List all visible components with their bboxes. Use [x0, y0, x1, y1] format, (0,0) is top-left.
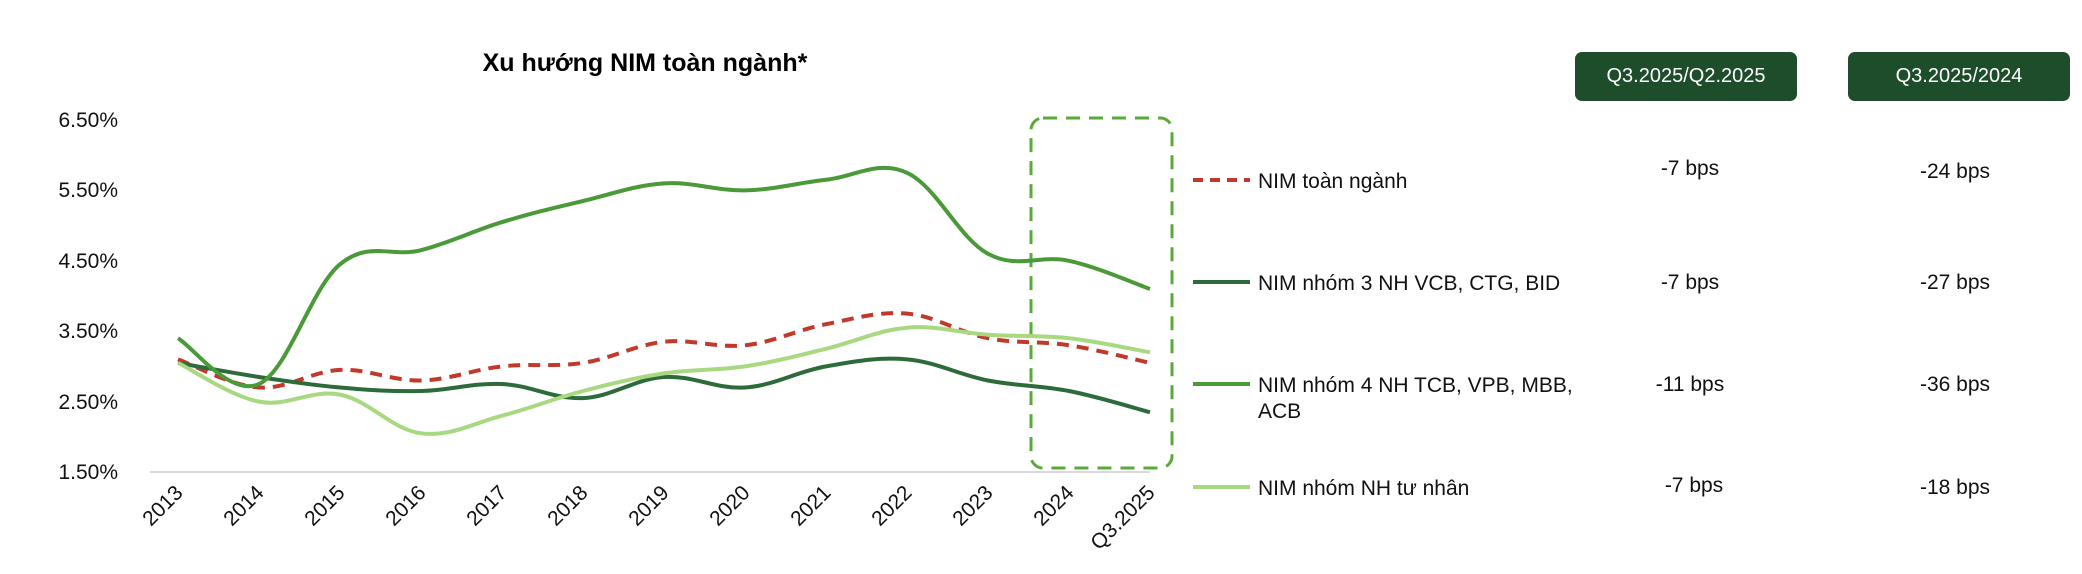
y-tick-label: 1.50% [58, 461, 118, 484]
q-change-value: -7 bps [1665, 474, 1723, 497]
y-tick-label: 3.50% [58, 320, 118, 343]
legend-label: ACB [1258, 400, 1301, 423]
y-tick-label: 5.50% [58, 179, 118, 202]
x-tick-label: 2024 [1029, 481, 1079, 531]
legend-label: NIM nhóm 3 NH VCB, CTG, BID [1258, 272, 1560, 295]
x-tick-label: 2023 [948, 481, 997, 530]
chart-title: Xu hướng NIM toàn ngành* [483, 49, 808, 77]
q-change-value: -11 bps [1656, 373, 1725, 396]
legend-label: NIM toàn ngành [1258, 170, 1407, 193]
x-tick-label: 2013 [138, 481, 187, 530]
y-change-value: -36 bps [1920, 373, 1990, 396]
x-tick-label: Q3.2025 [1086, 481, 1159, 554]
header-year-change: Q3.2025/2024 [1848, 52, 2070, 101]
y-change-value: -27 bps [1920, 271, 1990, 294]
x-tick-label: 2015 [300, 481, 349, 530]
y-tick-label: 6.50% [58, 109, 118, 132]
y-change-value: -18 bps [1920, 476, 1990, 499]
legend-label: NIM nhóm 4 NH TCB, VPB, MBB, [1258, 374, 1573, 397]
x-axis-labels: 2013 2014 2015 2016 2017 2018 2019 2020 … [138, 481, 1159, 554]
y-tick-label: 4.50% [58, 250, 118, 273]
series-line-nhom-4 [176, 165, 1151, 389]
series-line-nim-toan-nganh [177, 311, 1151, 390]
q-change-value: -7 bps [1661, 157, 1719, 180]
x-tick-label: 2017 [462, 481, 511, 530]
series-line-nh-tu-nhan [177, 325, 1151, 436]
y-change-value: -24 bps [1920, 160, 1990, 183]
q-change-value: -7 bps [1661, 271, 1719, 294]
highlight-box [1029, 116, 1174, 470]
x-tick-label: 2021 [786, 481, 835, 530]
y-tick-label: 2.50% [58, 391, 118, 414]
x-tick-label: 2016 [381, 481, 430, 530]
x-tick-label: 2022 [867, 481, 916, 530]
x-tick-label: 2014 [219, 481, 269, 531]
x-tick-label: 2019 [624, 481, 673, 530]
x-tick-label: 2020 [705, 481, 754, 530]
series-line-nhom-3 [177, 356, 1151, 415]
x-tick-label: 2018 [543, 481, 592, 530]
header-quarter-change: Q3.2025/Q2.2025 [1575, 52, 1797, 101]
legend-label: NIM nhóm NH tư nhân [1258, 477, 1469, 500]
